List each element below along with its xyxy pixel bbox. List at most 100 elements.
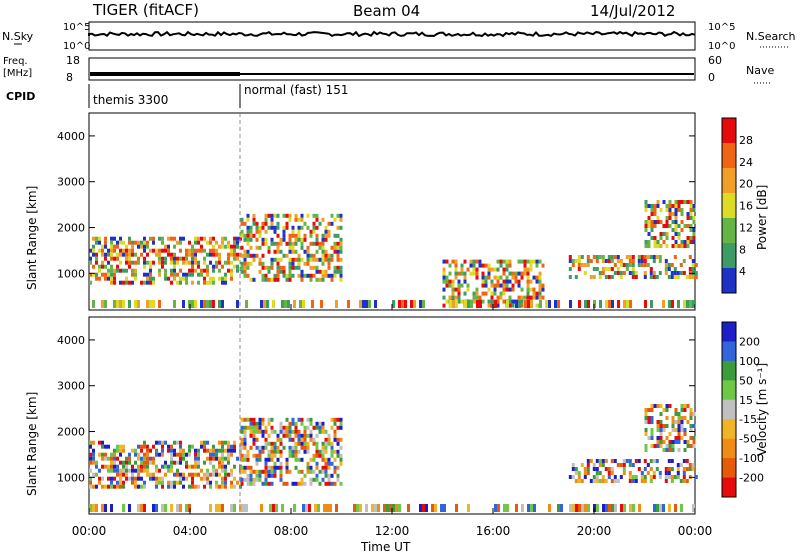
power-echo-cell — [182, 260, 185, 265]
velocity-echo-cell — [273, 441, 277, 446]
power-echo-cell — [246, 233, 250, 238]
power-echo-cell — [640, 255, 644, 259]
velocity-echo-cell — [233, 476, 236, 481]
power-echo-cell — [101, 244, 104, 249]
power-echo-cell — [330, 253, 334, 258]
power-echo-cell — [276, 273, 280, 278]
velocity-echo-cell — [261, 445, 265, 450]
velocity-echo-cell — [634, 475, 638, 479]
power-echo-cell — [490, 279, 494, 284]
power-echo-cell — [279, 241, 283, 246]
velocity-echo-cell — [285, 469, 289, 474]
velocity-echo-cell — [224, 468, 227, 473]
velocity-echo-cell — [694, 475, 698, 479]
velocity-echo-cell — [98, 480, 101, 485]
velocity-echo-cell — [221, 484, 224, 489]
power-echo-cell — [125, 252, 128, 257]
power-echo-cell — [490, 283, 494, 288]
velocity-echo-cell — [312, 453, 316, 458]
velocity-echo-cell — [170, 468, 173, 473]
velocity-echo-cell — [264, 445, 268, 450]
power-echo-cell — [185, 272, 188, 277]
power-echo-cell — [209, 252, 212, 257]
velocity-echo-cell — [656, 440, 660, 444]
power-echo-cell — [496, 283, 500, 288]
power-echo-cell — [674, 220, 678, 224]
velocity-echo-cell — [659, 440, 663, 444]
power-echo-cell — [339, 265, 343, 270]
nave-tick-bottom: 0 — [708, 71, 715, 84]
power-echo-cell — [671, 204, 675, 208]
xtick-label: 00:00 — [678, 524, 713, 538]
velocity-echo-cell — [104, 504, 107, 512]
velocity-echo-cell — [137, 472, 140, 477]
power-echo-cell — [644, 224, 648, 228]
power-echo-cell — [224, 236, 227, 241]
velocity-echo-cell — [176, 440, 179, 445]
velocity-echo-cell — [258, 477, 262, 482]
velocity-echo-cell — [255, 421, 259, 426]
nsearch-tick-top: 10^5 — [708, 22, 735, 33]
velocity-echo-cell — [634, 459, 638, 463]
power-echo-cell — [499, 291, 503, 296]
velocity-echo-cell — [170, 444, 173, 449]
power-echo-cell — [625, 255, 629, 259]
velocity-echo-cell — [197, 456, 200, 461]
velocity-echo-cell — [689, 428, 693, 432]
power-echo-cell — [318, 241, 322, 246]
power-echo-cell — [203, 236, 206, 241]
velocity-echo-cell — [267, 421, 271, 426]
power-echo-cell — [173, 264, 176, 269]
velocity-echo-cell — [677, 412, 681, 416]
velocity-echo-cell — [230, 452, 233, 457]
power-echo-cell — [246, 237, 250, 242]
velocity-echo-cell — [300, 417, 304, 422]
power-echo-cell — [529, 287, 533, 292]
power-echo-cell — [685, 275, 689, 279]
power-echo-cell — [649, 267, 653, 271]
power-echo-cell — [667, 267, 671, 271]
power-echo-cell — [532, 291, 536, 296]
velocity-colorbar-tick: 15 — [739, 394, 753, 407]
velocity-echo-cell — [194, 452, 197, 457]
velocity-echo-cell — [227, 444, 230, 449]
power-echo-cell — [182, 256, 185, 261]
power-echo-cell — [692, 236, 696, 240]
power-echo-cell — [653, 208, 657, 212]
velocity-echo-cell — [273, 469, 277, 474]
power-echo-cell — [529, 279, 533, 284]
power-echo-cell — [131, 260, 134, 265]
power-echo-cell — [664, 271, 668, 275]
power-echo-cell — [526, 295, 530, 300]
velocity-echo-cell — [288, 425, 292, 430]
velocity-echo-cell — [336, 473, 340, 478]
velocity-echo-cell — [215, 472, 218, 477]
velocity-echo-cell — [601, 479, 605, 483]
power-echo-cell — [306, 249, 310, 254]
velocity-echo-cell — [119, 444, 122, 449]
power-echo-cell — [499, 263, 503, 268]
power-echo-cell — [128, 252, 131, 257]
power-echo-cell — [689, 228, 693, 232]
velocity-echo-cell — [92, 452, 95, 457]
velocity-echo-cell — [273, 465, 277, 470]
power-echo-cell — [608, 300, 611, 308]
power-echo-cell — [194, 300, 197, 308]
power-echo-cell — [185, 276, 188, 281]
velocity-echo-cell — [182, 448, 185, 453]
power-echo-cell — [365, 300, 368, 308]
velocity-echo-cell — [689, 416, 693, 420]
velocity-echo-cell — [330, 449, 334, 454]
power-echo-cell — [677, 208, 681, 212]
velocity-echo-cell — [197, 448, 200, 453]
power-echo-cell — [529, 267, 533, 272]
velocity-echo-cell — [300, 421, 304, 426]
velocity-echo-cell — [249, 469, 253, 474]
velocity-echo-cell — [92, 472, 95, 477]
power-echo-cell — [122, 280, 125, 285]
power-echo-cell — [240, 245, 244, 250]
power-echo-cell — [401, 300, 404, 308]
power-echo-cell — [264, 265, 268, 270]
power-echo-cell — [508, 279, 512, 284]
